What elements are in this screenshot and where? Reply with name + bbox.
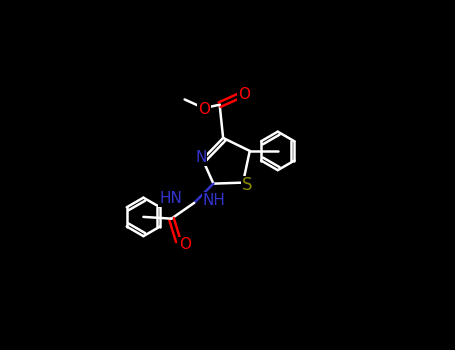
Text: O: O	[179, 237, 191, 252]
Text: S: S	[242, 176, 253, 194]
Text: O: O	[238, 87, 250, 102]
Text: HN: HN	[159, 191, 182, 206]
Text: N: N	[195, 150, 207, 165]
Text: NH: NH	[203, 193, 226, 208]
Text: O: O	[198, 103, 210, 118]
